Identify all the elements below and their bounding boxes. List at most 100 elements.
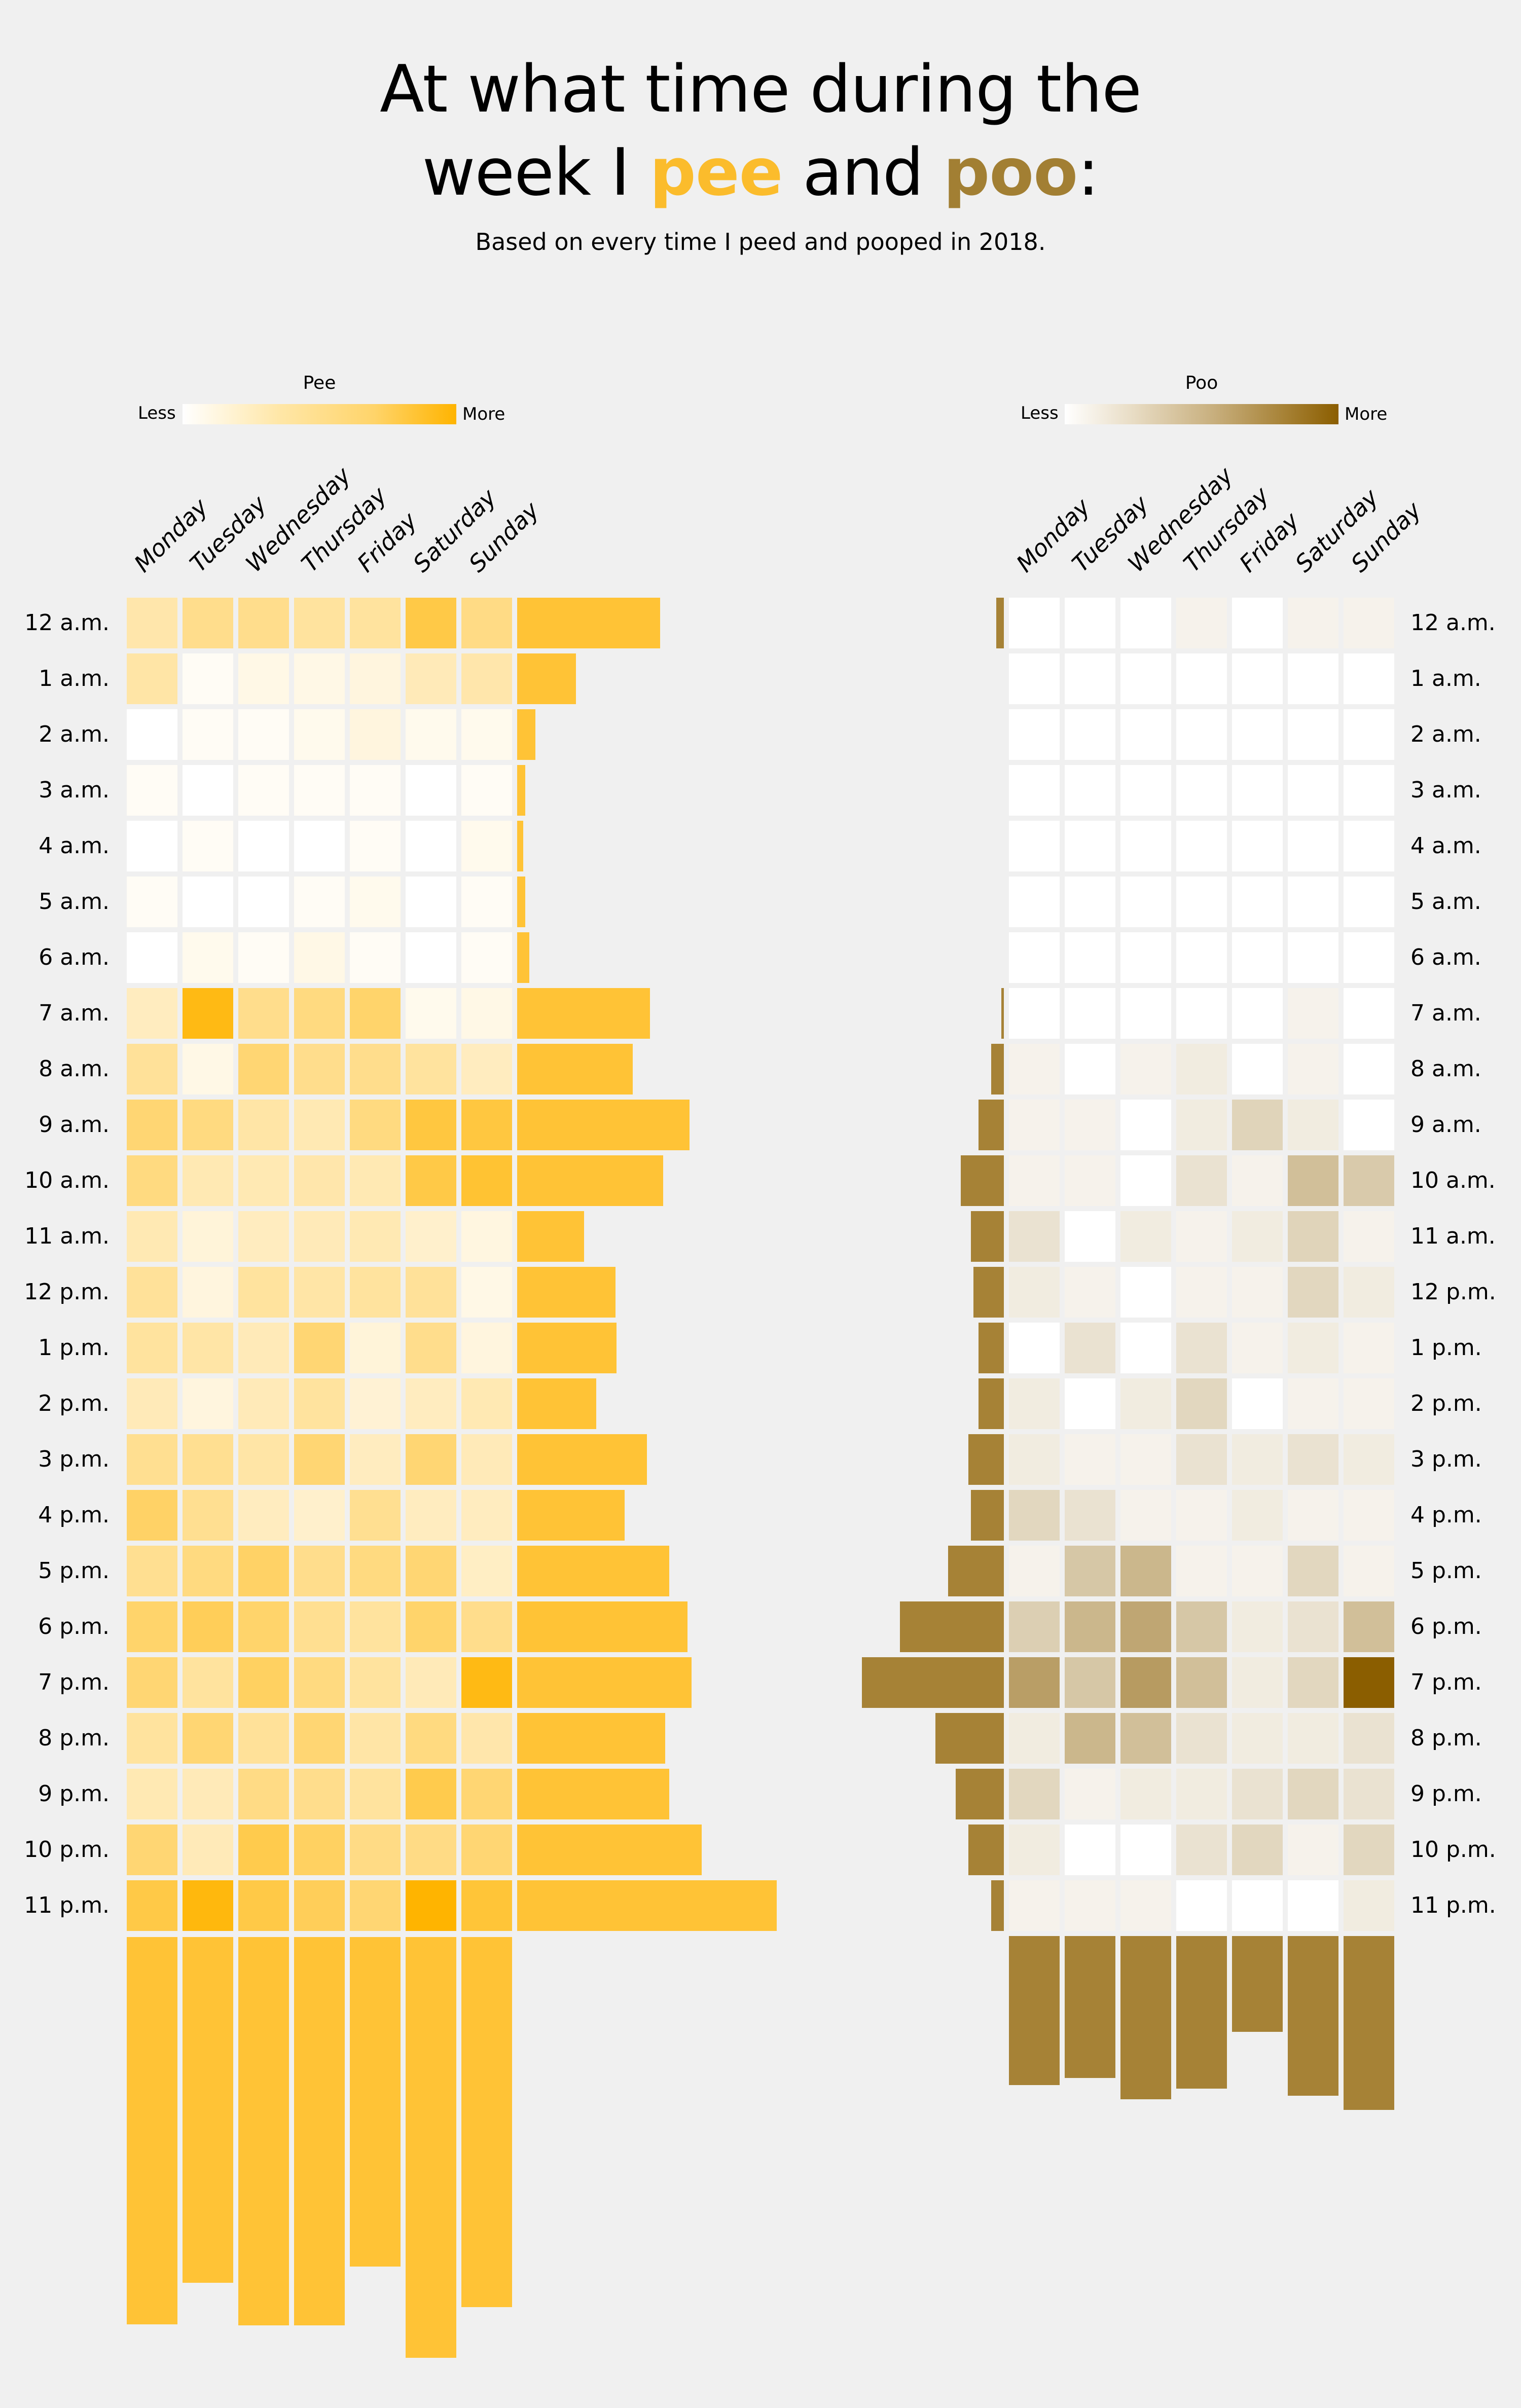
pee-heatmap-cell (127, 653, 177, 704)
poo-heatmap-cell (1065, 1657, 1115, 1708)
pee-heatmap-cell (183, 1323, 233, 1373)
poo-day-total-bar (1009, 1936, 1060, 2085)
poo-heatmap-cell (1120, 1713, 1171, 1764)
pee-heatmap-cell (461, 1434, 512, 1485)
pee-heatmap-cell (183, 765, 233, 816)
pee-heatmap-cell (127, 877, 177, 927)
poo-heatmap-cell (1176, 988, 1227, 1039)
poo-heatmap-cell (1065, 653, 1115, 704)
poo-heatmap-cell (1288, 1769, 1338, 1819)
pee-heatmap-cell (461, 1880, 512, 1931)
pee-heatmap-cell (294, 765, 345, 816)
pee-heatmap-cell (238, 709, 289, 760)
poo-heatmap-cell (1065, 598, 1115, 648)
pee-heatmap-cell (238, 1155, 289, 1206)
pee-hour-label: 1 a.m. (39, 666, 110, 691)
poo-heatmap-cell (1344, 709, 1394, 760)
pee-hour-total-bar (517, 821, 523, 871)
pee-heatmap-cell (461, 1769, 512, 1819)
pee-heatmap-cell (294, 932, 345, 983)
title-text: : (1077, 135, 1099, 210)
title-text: week I (422, 135, 650, 210)
poo-heatmap-cell (1176, 1657, 1227, 1708)
pee-heatmap-cell (127, 1378, 177, 1429)
pee-heatmap-cell (406, 765, 456, 816)
poo-heatmap-cell (1065, 1100, 1115, 1150)
pee-heatmap-cell (350, 877, 401, 927)
poo-heatmap-cell (1344, 1378, 1394, 1429)
pee-heatmap-cell (294, 1880, 345, 1931)
pee-heatmap-cell (461, 1546, 512, 1596)
pee-heatmap-cell (127, 1267, 177, 1318)
poo-heatmap-cell (1232, 1434, 1283, 1485)
pee-heatmap-cell (127, 709, 177, 760)
pee-heatmap-cell (127, 1155, 177, 1206)
poo-heatmap-cell (1232, 1601, 1283, 1652)
pee-heatmap-cell (350, 598, 401, 648)
pee-heatmap-cell (406, 1601, 456, 1652)
pee-heatmap-cell (183, 877, 233, 927)
poo-hour-total-bar (862, 1657, 1004, 1708)
pee-heatmap-cell (183, 1825, 233, 1875)
poo-hour-total-bar (961, 1155, 1004, 1206)
poo-hour-label: 1 p.m. (1410, 1335, 1482, 1361)
poo-heatmap-cell (1288, 821, 1338, 871)
pee-heatmap-cell (294, 1546, 345, 1596)
poo-heatmap-cell (1344, 1769, 1394, 1819)
poo-heatmap-cell (1232, 1267, 1283, 1318)
poo-heatmap-cell (1288, 1323, 1338, 1373)
poo-heatmap-cell (1065, 1825, 1115, 1875)
poo-heatmap-cell (1344, 1211, 1394, 1262)
pee-heatmap-cell (183, 821, 233, 871)
pee-hour-total-bar (517, 1044, 633, 1094)
poo-heatmap-cell (1232, 1323, 1283, 1373)
poo-heatmap-cell (1176, 1211, 1227, 1262)
poo-heatmap-cell (1120, 1657, 1171, 1708)
pee-heatmap-cell (461, 709, 512, 760)
poo-heatmap-cell (1065, 1044, 1115, 1094)
pee-hour-total-bar (517, 1434, 647, 1485)
pee-hour-total-bar (517, 1490, 625, 1541)
poo-hour-label: 12 a.m. (1410, 610, 1496, 636)
poo-heatmap-cell (1176, 877, 1227, 927)
poo-heatmap-cell (1009, 1713, 1060, 1764)
pee-hour-label: 10 a.m. (24, 1167, 110, 1193)
pee-heatmap-cell (127, 1434, 177, 1485)
pee-heatmap-cell (350, 988, 401, 1039)
poo-heatmap-cell (1009, 1546, 1060, 1596)
pee-heatmap-cell (127, 1211, 177, 1262)
poo-heatmap-cell (1176, 1769, 1227, 1819)
pee-legend-title: Pee (303, 373, 336, 393)
pee-heatmap-cell (294, 598, 345, 648)
pee-hour-total-bar (517, 1880, 777, 1931)
poo-heatmap-cell (1065, 1378, 1115, 1429)
pee-hour-label: 1 p.m. (38, 1335, 110, 1361)
poo-day-total-bar (1344, 1936, 1394, 2110)
poo-hour-label: 5 a.m. (1410, 889, 1481, 915)
poo-heatmap-cell (1232, 1378, 1283, 1429)
poo-heatmap-cell (1065, 821, 1115, 871)
poo-legend-title: Poo (1185, 373, 1218, 393)
poo-heatmap-cell (1065, 1434, 1115, 1485)
pee-heatmap-cell (406, 988, 456, 1039)
pee-heatmap-cell (127, 1490, 177, 1541)
pee-heatmap-cell (350, 653, 401, 704)
poo-heatmap-cell (1176, 1713, 1227, 1764)
pee-heatmap-cell (350, 1657, 401, 1708)
poo-heatmap-cell (1288, 932, 1338, 983)
poo-heatmap-cell (1344, 1546, 1394, 1596)
poo-heatmap-cell (1344, 598, 1394, 648)
poo-hour-total-bar (971, 1490, 1004, 1541)
pee-heatmap-cell (183, 1713, 233, 1764)
title-pee-word: pee (649, 135, 783, 210)
pee-heatmap-cell (238, 1323, 289, 1373)
poo-heatmap-cell (1232, 877, 1283, 927)
pee-hour-total-bar (517, 1267, 615, 1318)
poo-heatmap-cell (1120, 1601, 1171, 1652)
poo-heatmap-cell (1009, 1434, 1060, 1485)
poo-heatmap-cell (1009, 1657, 1060, 1708)
pee-heatmap-cell (183, 1211, 233, 1262)
poo-heatmap-cell (1120, 1825, 1171, 1875)
pee-hour-total-bar (517, 988, 650, 1039)
poo-heatmap-cell (1232, 598, 1283, 648)
